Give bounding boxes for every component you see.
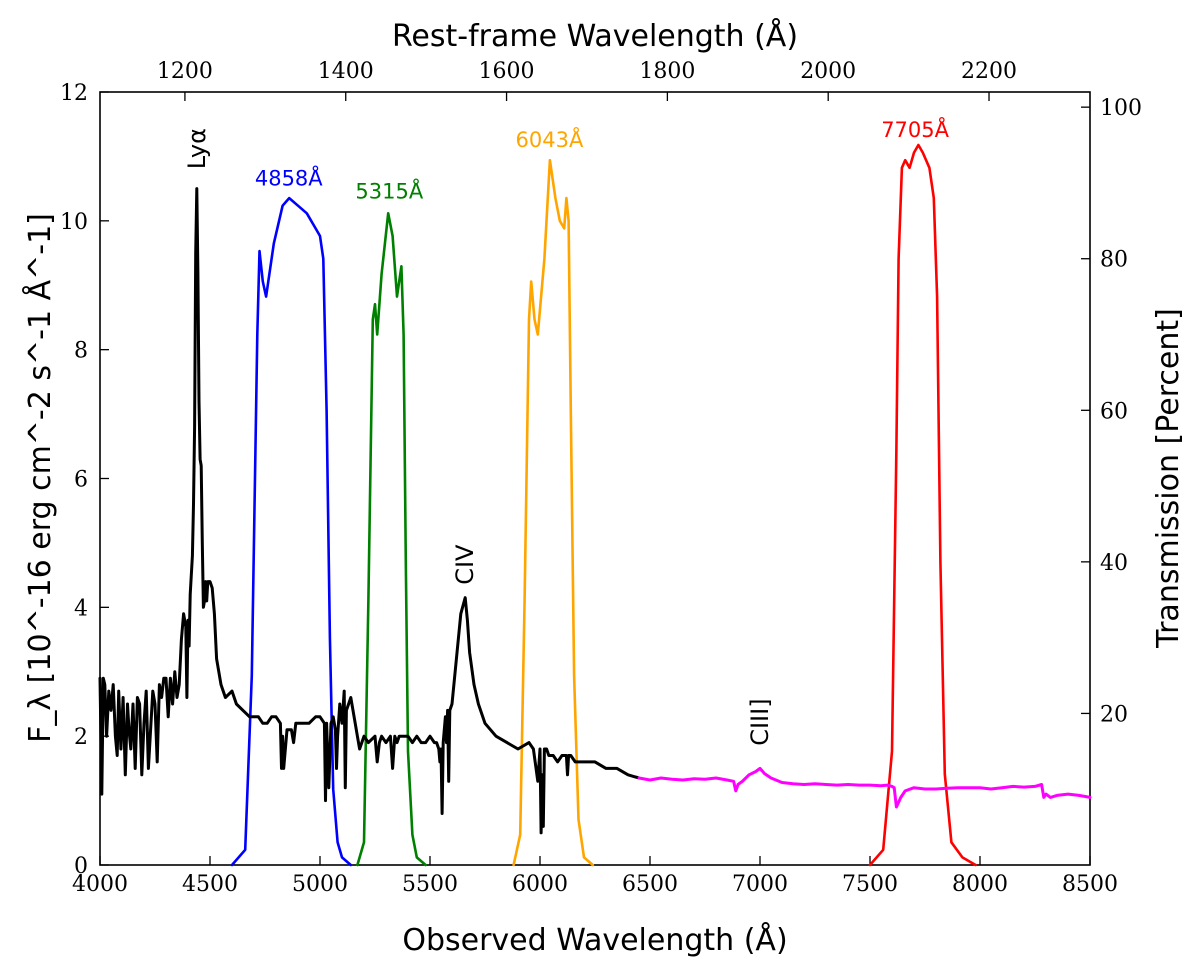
y2-axis-label: Transmission [Percent]	[1151, 308, 1186, 649]
x-tick-label: 6000	[512, 872, 568, 897]
filter-label-f5315: 5315Å	[355, 177, 423, 203]
y-tick-label: 2	[74, 725, 88, 750]
x-tick-label: 7500	[842, 872, 898, 897]
x-tick-label: 5500	[402, 872, 458, 897]
x-tick-label: 4500	[182, 872, 238, 897]
y2-axis-ticks: 20 40 60 80 100	[1081, 96, 1142, 727]
y-tick-label: 0	[74, 854, 88, 879]
top-tick-label: 1600	[479, 59, 535, 84]
x-tick-label: 8000	[952, 872, 1008, 897]
filter-curve-f6043	[512, 158, 595, 867]
line-annotation: Lyα	[183, 128, 211, 169]
x-axis-ticks: 4000 4500 5000 5500 6000 6500 7000 7500 8000 8500	[72, 856, 1118, 897]
top-tick-label: 1200	[157, 59, 213, 84]
y-tick-label: 4	[74, 596, 88, 621]
y2-tick-label: 20	[1100, 702, 1128, 727]
y-tick-label: 10	[60, 210, 88, 235]
y-tick-label: 6	[74, 468, 88, 493]
x-tick-label: 5000	[292, 872, 348, 897]
filter-curve-f5315	[356, 212, 427, 867]
y-axis-label: F_λ [10^-16 erg cm^-2 s^-1 Å^-1]	[22, 213, 58, 743]
filter-curve-f7705	[868, 143, 977, 867]
top-tick-label: 1800	[639, 59, 695, 84]
y2-tick-label: 80	[1100, 248, 1128, 273]
top-axis-ticks: 1200 1400 1600 1800 2000 2200	[157, 59, 1017, 101]
series-line-spectrum_ext	[637, 766, 1092, 809]
y-tick-label: 12	[60, 81, 88, 106]
x-tick-label: 7000	[732, 872, 788, 897]
top-tick-label: 2000	[800, 59, 856, 84]
y-axis-ticks: 0 2 4 6 8 10 12	[60, 81, 109, 879]
top-tick-label: 1400	[318, 59, 374, 84]
top-tick-label: 2200	[961, 59, 1017, 84]
y2-tick-label: 100	[1100, 96, 1142, 121]
annotation-labels: Lyα CIV CIII]	[183, 128, 774, 746]
filter-curve-f4858	[230, 196, 353, 867]
x-tick-label: 8500	[1062, 872, 1118, 897]
x-tick-label: 4000	[72, 872, 128, 897]
filter-label-f7705: 7705Å	[881, 116, 949, 142]
x-tick-label: 6500	[622, 872, 678, 897]
filter-label-f4858: 4858Å	[255, 164, 323, 190]
line-annotation: CIII]	[746, 698, 774, 745]
line-annotation: CIV	[451, 544, 479, 585]
y-tick-label: 8	[74, 339, 88, 364]
top-axis-label: Rest-frame Wavelength (Å)	[392, 18, 798, 54]
series-line-spectrum	[98, 187, 641, 835]
x-axis-label: Observed Wavelength (Å)	[402, 922, 787, 958]
y2-tick-label: 40	[1100, 551, 1128, 576]
filter-label-f6043: 6043Å	[516, 126, 584, 152]
spectrum-lines	[98, 187, 1092, 835]
filter-curves: 4858Å 5315Å 6043Å 7705Å	[230, 116, 977, 867]
y2-tick-label: 60	[1100, 399, 1128, 424]
